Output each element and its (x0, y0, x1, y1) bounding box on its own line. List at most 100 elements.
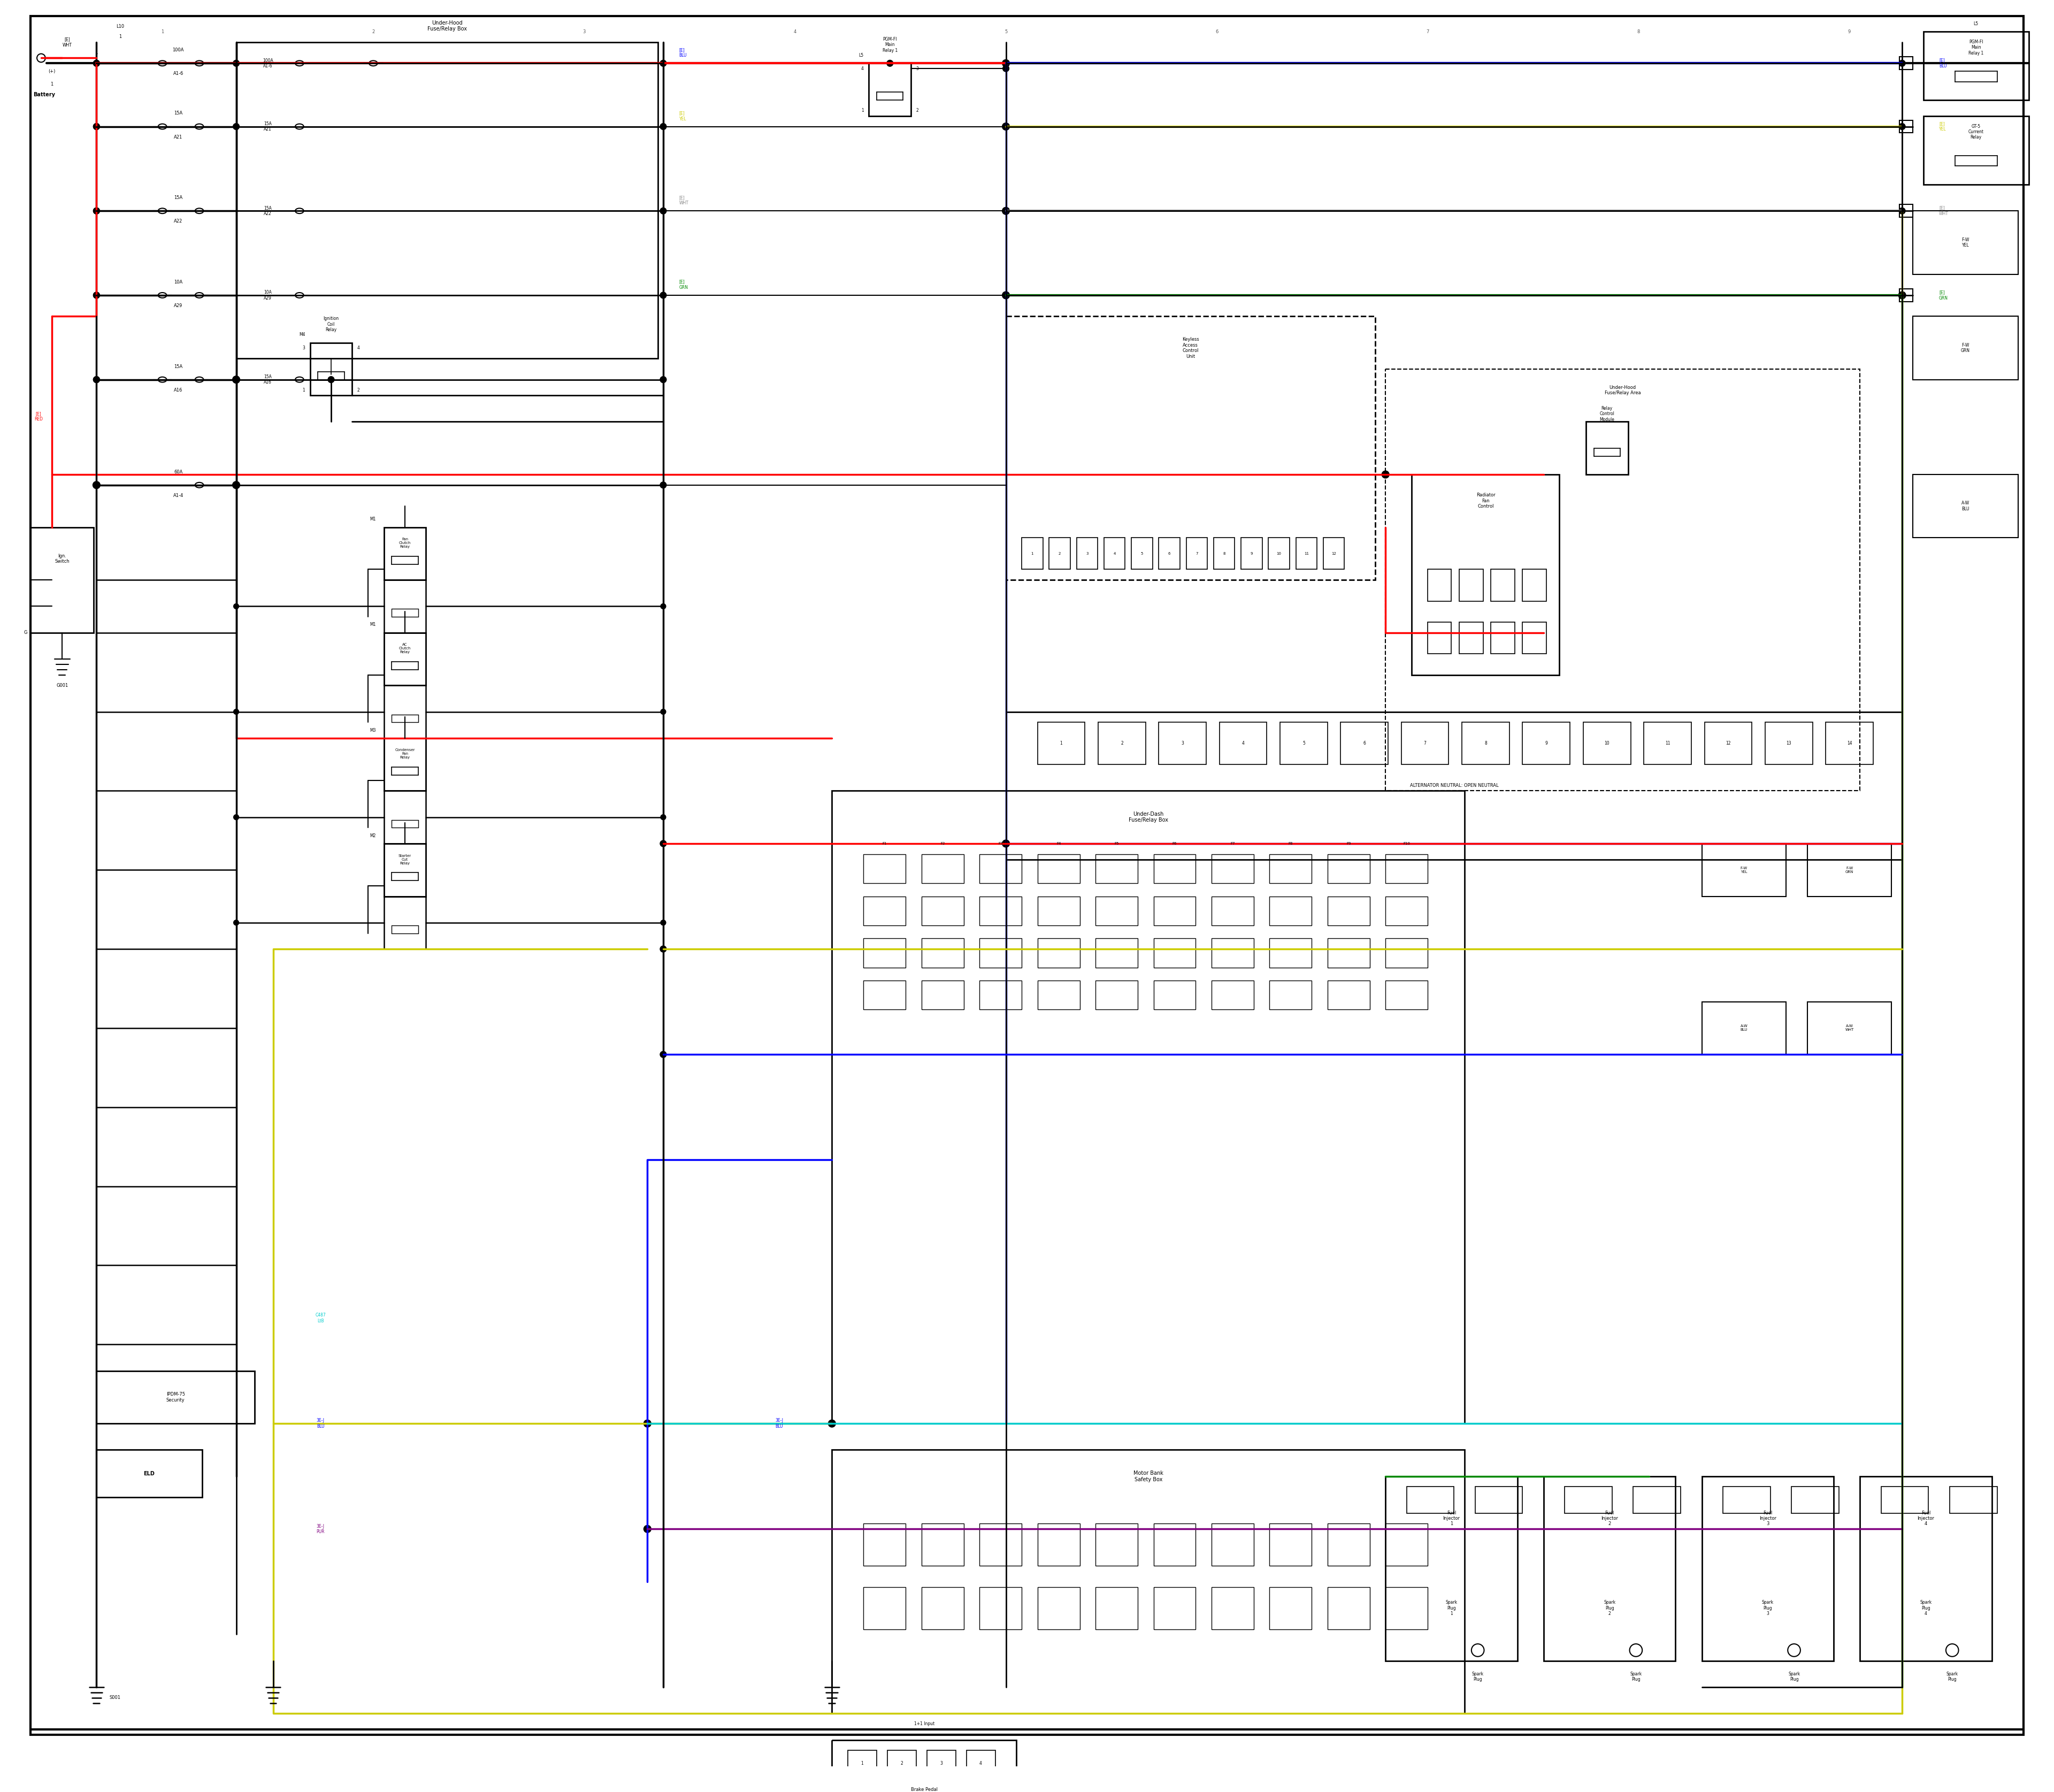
Text: 3: 3 (941, 1762, 943, 1765)
Text: 3: 3 (1181, 740, 1183, 745)
Text: 15A: 15A (175, 195, 183, 201)
Bar (1522, 722, 1569, 765)
Bar (980, 855, 1021, 883)
Bar (1808, 1002, 1892, 1054)
Bar (1050, 538, 1070, 570)
Text: A1-4: A1-4 (173, 493, 183, 498)
Text: 4: 4 (861, 66, 865, 72)
Bar (1826, 722, 1873, 765)
Bar (1323, 538, 1345, 570)
Text: Fuel
Injector
2: Fuel Injector 2 (1600, 1511, 1619, 1527)
Bar (31, 527, 94, 633)
Bar (1269, 855, 1313, 883)
Bar (1703, 844, 1787, 896)
Bar (1341, 722, 1389, 765)
Text: 10: 10 (1278, 552, 1282, 556)
Circle shape (92, 292, 101, 299)
Circle shape (828, 1419, 836, 1426)
Text: ALTERNATOR NEUTRAL: OPEN NEUTRAL: ALTERNATOR NEUTRAL: OPEN NEUTRAL (1409, 783, 1497, 788)
Text: [E]
GRN: [E] GRN (1939, 290, 1947, 301)
Bar (1037, 1523, 1080, 1566)
Text: [E]
YEL: [E] YEL (1939, 122, 1947, 133)
Text: F-W
YEL: F-W YEL (1962, 237, 1970, 247)
Bar (848, 1751, 877, 1776)
Bar (1458, 570, 1483, 600)
Circle shape (1900, 61, 1906, 66)
Bar (1154, 896, 1195, 925)
Circle shape (1002, 840, 1011, 848)
Text: 1: 1 (94, 50, 99, 56)
Text: Spark
Plug
4: Spark Plug 4 (1920, 1600, 1933, 1616)
Bar (1900, 120, 1912, 133)
Bar (1269, 1523, 1313, 1566)
Bar (1212, 1523, 1253, 1566)
Bar (1584, 722, 1631, 765)
Text: 1: 1 (302, 387, 304, 392)
Text: F6: F6 (1173, 842, 1177, 846)
Bar (863, 1523, 906, 1566)
Text: Keyless
Access
Control
Unit: Keyless Access Control Unit (1181, 337, 1200, 358)
Bar (384, 527, 425, 581)
Bar (1037, 939, 1080, 968)
Bar (1407, 1487, 1454, 1512)
Text: IPDM-75
Security: IPDM-75 Security (166, 1392, 185, 1403)
Circle shape (234, 604, 238, 609)
Text: L10: L10 (117, 23, 123, 29)
Bar (1154, 939, 1195, 968)
Bar (1214, 538, 1234, 570)
Bar (1269, 896, 1313, 925)
Bar (1912, 475, 2019, 538)
Bar (1220, 722, 1267, 765)
Circle shape (659, 1052, 665, 1057)
Bar (1386, 980, 1428, 1009)
Text: 1: 1 (119, 34, 121, 39)
Circle shape (1002, 124, 1011, 131)
Text: 3: 3 (302, 346, 304, 351)
Bar (1386, 939, 1428, 968)
Bar (1269, 980, 1313, 1009)
Bar (1154, 980, 1195, 1009)
Bar (1703, 1002, 1787, 1054)
Bar (1923, 32, 2029, 100)
Bar (1401, 722, 1448, 765)
Circle shape (232, 124, 240, 129)
Text: Spark
Plug: Spark Plug (1473, 1672, 1483, 1681)
Bar (236, 43, 657, 358)
Text: 12: 12 (1725, 740, 1732, 745)
Circle shape (92, 376, 101, 383)
Bar (1158, 538, 1179, 570)
Bar (832, 1740, 1017, 1792)
Text: 3: 3 (583, 29, 585, 34)
Text: 12: 12 (1331, 552, 1337, 556)
Text: 4: 4 (793, 29, 797, 34)
Bar (1586, 421, 1629, 475)
Bar (863, 939, 906, 968)
Circle shape (1002, 61, 1009, 66)
Text: Spark
Plug
2: Spark Plug 2 (1604, 1600, 1616, 1616)
Text: 6: 6 (1216, 29, 1218, 34)
Text: Fan
Clutch
Relay: Fan Clutch Relay (398, 538, 411, 548)
Circle shape (92, 208, 101, 213)
Text: Starter
Cut
Relay: Starter Cut Relay (398, 855, 411, 866)
Text: 3E-J
BLU: 3E-J BLU (316, 1417, 325, 1428)
Circle shape (661, 919, 665, 925)
Text: 7: 7 (1195, 552, 1197, 556)
Bar (1912, 317, 2019, 380)
Text: Spark
Plug: Spark Plug (1947, 1672, 1957, 1681)
Bar (384, 581, 425, 633)
Circle shape (661, 710, 665, 715)
Circle shape (92, 482, 101, 487)
Bar (384, 633, 425, 685)
Bar (1037, 722, 1085, 765)
Text: Under-Dash
Fuse/Relay Box: Under-Dash Fuse/Relay Box (1128, 812, 1169, 823)
Bar (97, 1371, 255, 1423)
Bar (1428, 622, 1452, 654)
Circle shape (1002, 208, 1011, 215)
Bar (863, 980, 906, 1009)
Text: F1: F1 (883, 842, 887, 846)
Circle shape (1900, 124, 1906, 129)
Text: Condenser
Fan
Relay: Condenser Fan Relay (394, 749, 415, 760)
Bar (1154, 1523, 1195, 1566)
Circle shape (92, 124, 101, 129)
Text: 2: 2 (1121, 740, 1124, 745)
